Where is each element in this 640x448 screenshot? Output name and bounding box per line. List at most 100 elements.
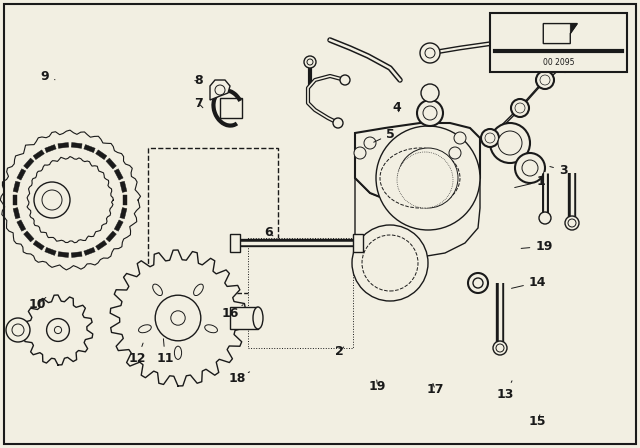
- Bar: [114, 169, 123, 180]
- Circle shape: [485, 133, 495, 143]
- Text: 4: 4: [392, 101, 401, 114]
- Bar: [84, 145, 95, 153]
- Circle shape: [577, 38, 587, 48]
- Circle shape: [560, 58, 570, 68]
- Text: 11: 11: [156, 339, 174, 365]
- Circle shape: [473, 278, 483, 288]
- Circle shape: [155, 295, 201, 341]
- Circle shape: [490, 123, 530, 163]
- Polygon shape: [210, 80, 230, 100]
- Circle shape: [352, 225, 428, 301]
- Circle shape: [6, 318, 30, 342]
- Circle shape: [34, 182, 70, 218]
- Bar: [45, 145, 56, 153]
- Bar: [58, 142, 69, 148]
- Bar: [13, 207, 20, 219]
- Circle shape: [449, 147, 461, 159]
- Polygon shape: [543, 24, 577, 43]
- Circle shape: [362, 235, 418, 291]
- Circle shape: [573, 34, 591, 52]
- Polygon shape: [355, 123, 480, 208]
- Polygon shape: [570, 24, 577, 34]
- Bar: [71, 142, 82, 148]
- Text: 9: 9: [40, 69, 55, 83]
- Bar: [230, 307, 258, 329]
- Bar: [45, 247, 56, 255]
- Text: 13: 13: [497, 381, 515, 401]
- Text: 17: 17: [426, 383, 444, 396]
- Text: 7: 7: [194, 96, 203, 110]
- Bar: [230, 234, 240, 252]
- Bar: [114, 220, 123, 231]
- Text: 19: 19: [521, 240, 553, 253]
- Circle shape: [47, 319, 69, 341]
- Circle shape: [42, 190, 62, 210]
- Bar: [106, 158, 116, 169]
- Bar: [120, 181, 127, 193]
- Text: 5: 5: [374, 128, 395, 142]
- Circle shape: [515, 153, 545, 183]
- Bar: [17, 220, 26, 231]
- Bar: [58, 252, 69, 258]
- Bar: [106, 231, 116, 242]
- Circle shape: [565, 216, 579, 230]
- Circle shape: [522, 160, 538, 176]
- Polygon shape: [110, 250, 246, 386]
- Circle shape: [481, 129, 499, 147]
- Text: 3: 3: [550, 164, 568, 177]
- Circle shape: [568, 219, 576, 227]
- Circle shape: [376, 126, 480, 230]
- Text: 12: 12: [129, 343, 147, 365]
- Bar: [13, 181, 20, 193]
- Circle shape: [340, 75, 350, 85]
- Circle shape: [354, 147, 366, 159]
- Bar: [95, 150, 107, 159]
- Text: 2: 2: [335, 345, 344, 358]
- Text: 00 2095: 00 2095: [543, 58, 574, 68]
- Text: 18: 18: [228, 372, 250, 385]
- Bar: [24, 231, 34, 242]
- Circle shape: [468, 273, 488, 293]
- Circle shape: [540, 75, 550, 85]
- Circle shape: [417, 100, 443, 126]
- Ellipse shape: [253, 307, 263, 329]
- Circle shape: [425, 48, 435, 58]
- Polygon shape: [355, 178, 480, 273]
- Bar: [353, 234, 363, 252]
- Circle shape: [572, 28, 592, 48]
- Circle shape: [215, 85, 225, 95]
- Text: 14: 14: [511, 276, 547, 289]
- Circle shape: [12, 324, 24, 336]
- Polygon shape: [23, 295, 93, 365]
- Ellipse shape: [194, 284, 204, 296]
- Circle shape: [421, 84, 439, 102]
- Text: 16: 16: [221, 305, 243, 320]
- Circle shape: [420, 43, 440, 63]
- Circle shape: [511, 99, 529, 117]
- Text: 8: 8: [194, 74, 203, 87]
- Text: 1: 1: [515, 175, 545, 188]
- Ellipse shape: [138, 325, 151, 333]
- Text: 6: 6: [264, 226, 273, 240]
- Bar: [71, 252, 82, 258]
- Bar: [248, 238, 353, 348]
- Circle shape: [398, 148, 458, 208]
- Text: 15: 15: [529, 414, 547, 428]
- Circle shape: [454, 132, 466, 144]
- Bar: [33, 150, 44, 159]
- Ellipse shape: [174, 346, 182, 359]
- Bar: [120, 207, 127, 219]
- Ellipse shape: [153, 284, 163, 296]
- Bar: [13, 195, 17, 205]
- Bar: [33, 241, 44, 250]
- Polygon shape: [27, 156, 113, 243]
- Circle shape: [54, 327, 61, 334]
- Circle shape: [171, 311, 185, 325]
- Circle shape: [556, 54, 574, 72]
- Text: 19: 19: [369, 379, 387, 393]
- Circle shape: [493, 341, 507, 355]
- Polygon shape: [0, 130, 141, 270]
- Circle shape: [564, 20, 600, 56]
- Circle shape: [407, 162, 443, 198]
- Circle shape: [304, 56, 316, 68]
